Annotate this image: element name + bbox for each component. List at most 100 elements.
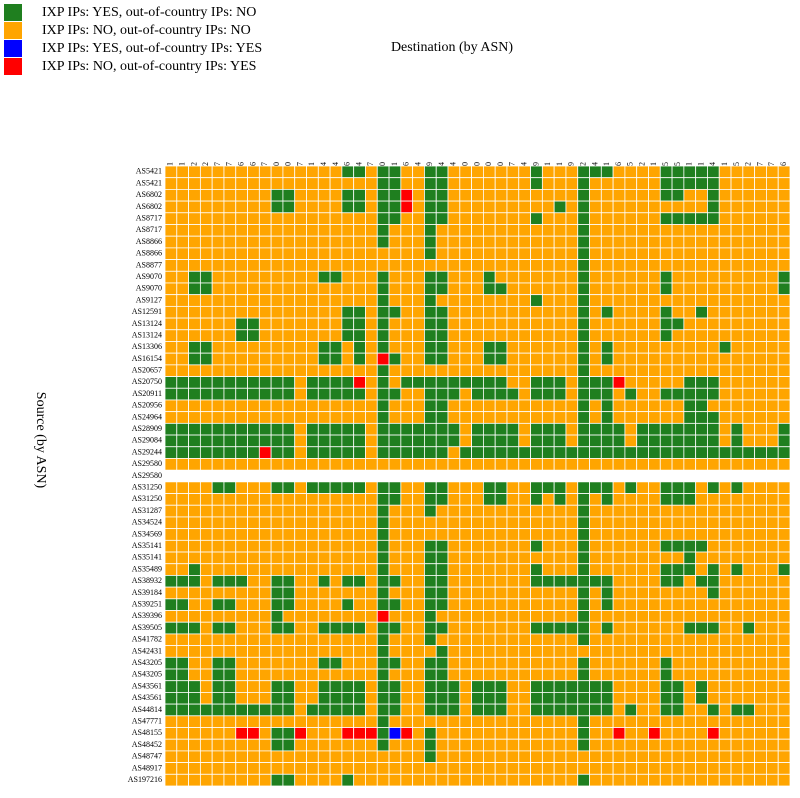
cell <box>730 177 744 190</box>
cell <box>577 387 590 401</box>
cell <box>435 317 449 331</box>
cell <box>317 282 331 296</box>
cell <box>754 387 767 401</box>
cell <box>683 692 697 705</box>
cell <box>659 305 673 319</box>
cell <box>636 270 649 284</box>
cell <box>518 516 531 530</box>
cell <box>766 575 779 588</box>
cell <box>329 621 343 635</box>
cell <box>270 656 284 670</box>
cell <box>471 727 484 740</box>
cell <box>211 680 225 693</box>
cell <box>388 633 402 647</box>
cell <box>176 645 189 658</box>
cell <box>376 247 390 260</box>
cell <box>565 645 579 658</box>
cell <box>459 352 473 366</box>
cell <box>471 516 484 530</box>
cell <box>577 282 590 296</box>
cell <box>553 586 567 600</box>
cell <box>400 504 414 518</box>
cell <box>718 668 732 682</box>
cell <box>306 504 319 518</box>
cell <box>600 177 614 190</box>
cell <box>365 212 378 225</box>
cell <box>518 376 531 389</box>
cell <box>471 645 484 658</box>
cell <box>506 656 520 670</box>
cell <box>282 224 296 237</box>
cell <box>435 621 449 635</box>
cell <box>317 259 331 272</box>
cell <box>235 504 248 518</box>
cell <box>683 539 697 553</box>
cell <box>447 422 461 436</box>
cell <box>777 598 791 611</box>
cell <box>211 352 225 366</box>
cell <box>754 504 767 518</box>
cell <box>211 387 225 401</box>
cell <box>306 224 319 237</box>
cell <box>695 645 708 658</box>
cell <box>294 598 307 611</box>
cell <box>777 399 791 413</box>
cell <box>683 341 697 354</box>
cell <box>388 598 402 611</box>
cell <box>211 738 225 752</box>
cell <box>329 586 343 600</box>
cell <box>482 750 496 764</box>
cell <box>388 235 402 249</box>
cell <box>306 516 319 530</box>
cell <box>247 399 260 413</box>
cell <box>164 458 178 471</box>
cell <box>553 762 567 775</box>
cell <box>376 516 390 530</box>
cell <box>683 259 697 272</box>
cell <box>577 188 590 202</box>
cell <box>235 224 248 237</box>
cell <box>494 341 508 354</box>
cell <box>612 411 626 424</box>
cell <box>188 773 201 787</box>
cell <box>388 165 402 179</box>
cell <box>306 762 319 775</box>
y-tick-label: AS9070 <box>136 284 162 293</box>
cell <box>176 458 189 471</box>
cell <box>530 422 543 436</box>
cell <box>270 177 284 190</box>
cell <box>589 294 602 307</box>
cell <box>176 516 189 530</box>
cell <box>730 727 744 740</box>
cell <box>624 633 638 647</box>
cell <box>282 738 296 752</box>
cell <box>612 165 626 179</box>
cell <box>612 750 626 764</box>
cell <box>718 551 732 565</box>
cell <box>636 329 649 342</box>
cell <box>459 692 473 705</box>
cell <box>577 504 590 518</box>
cell <box>164 516 178 530</box>
cell <box>659 177 673 190</box>
cell <box>270 645 284 658</box>
cell <box>553 727 567 740</box>
cell <box>365 493 378 506</box>
cell <box>636 399 649 413</box>
cell <box>565 259 579 272</box>
cell <box>671 165 685 179</box>
cell <box>671 188 685 202</box>
cell <box>424 645 437 658</box>
cell <box>258 551 272 565</box>
cell <box>329 259 343 272</box>
cell <box>199 399 213 413</box>
cell <box>506 165 520 179</box>
cell <box>600 575 614 588</box>
cell <box>565 493 579 506</box>
cell <box>329 773 343 787</box>
cell <box>188 750 201 764</box>
cell <box>376 212 390 225</box>
cell <box>317 516 331 530</box>
cell <box>211 610 225 623</box>
cell <box>376 656 390 670</box>
